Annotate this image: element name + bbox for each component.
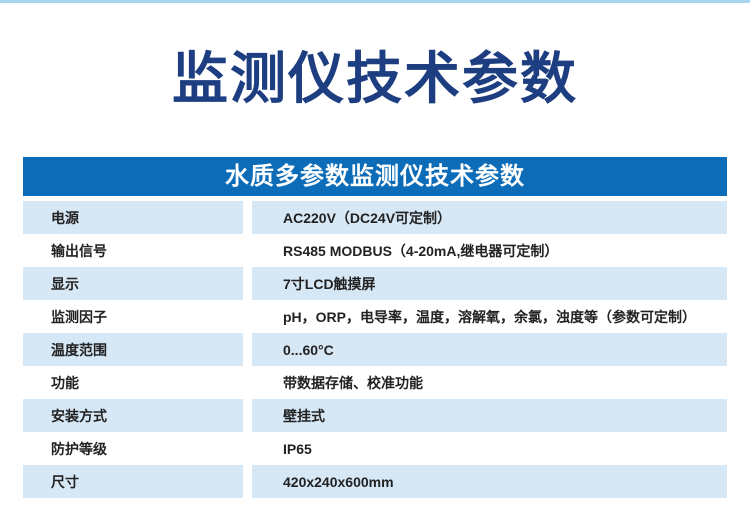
- row-label: 防护等级: [51, 440, 107, 457]
- column-divider: [243, 333, 252, 366]
- row-value: AC220V（DC24V可定制）: [252, 201, 727, 234]
- spec-table: 水质多参数监测仪技术参数 电源 AC220V（DC24V可定制） 输出信号 RS…: [23, 157, 727, 498]
- table-body: 电源 AC220V（DC24V可定制） 输出信号 RS485 MODBUS（4-…: [23, 201, 727, 498]
- table-row: 显示 7寸LCD触摸屏: [23, 267, 727, 300]
- column-divider: [243, 366, 252, 399]
- row-value: pH，ORP，电导率，温度，溶解氧，余氯，浊度等（参数可定制）: [283, 308, 696, 325]
- table-row: 尺寸 420x240x600mm: [23, 465, 727, 498]
- row-value: RS485 MODBUS（4-20mA,继电器可定制）: [283, 242, 559, 259]
- column-divider: [243, 432, 252, 465]
- column-divider: [243, 300, 252, 333]
- row-label: 电源: [23, 201, 243, 234]
- table-row: 监测因子 pH，ORP，电导率，温度，溶解氧，余氯，浊度等（参数可定制）: [23, 300, 727, 333]
- row-label: 监测因子: [51, 308, 107, 325]
- row-label: 功能: [51, 374, 79, 391]
- table-row: 输出信号 RS485 MODBUS（4-20mA,继电器可定制）: [23, 234, 727, 267]
- row-label: 显示: [23, 267, 243, 300]
- row-label: 输出信号: [51, 242, 107, 259]
- page-title: 监测仪技术参数: [172, 47, 578, 110]
- table-row: 功能 带数据存储、校准功能: [23, 366, 727, 399]
- column-divider: [243, 201, 252, 234]
- row-value: 带数据存储、校准功能: [283, 374, 423, 391]
- row-value: 420x240x600mm: [252, 465, 727, 498]
- table-row: 防护等级 IP65: [23, 432, 727, 465]
- table-row: 温度范围 0...60°C: [23, 333, 727, 366]
- column-divider: [243, 234, 252, 267]
- column-divider: [243, 267, 252, 300]
- row-value: 壁挂式: [252, 399, 727, 432]
- row-label: 温度范围: [23, 333, 243, 366]
- column-divider: [243, 399, 252, 432]
- table-header: 水质多参数监测仪技术参数: [23, 157, 727, 196]
- table-row: 安装方式 壁挂式: [23, 399, 727, 432]
- column-divider: [243, 465, 252, 498]
- row-label: 尺寸: [23, 465, 243, 498]
- row-value: 0...60°C: [252, 333, 727, 366]
- top-accent-strip: [0, 0, 750, 3]
- table-row: 电源 AC220V（DC24V可定制）: [23, 201, 727, 234]
- row-value: 7寸LCD触摸屏: [252, 267, 727, 300]
- row-label: 安装方式: [23, 399, 243, 432]
- row-value: IP65: [283, 440, 312, 457]
